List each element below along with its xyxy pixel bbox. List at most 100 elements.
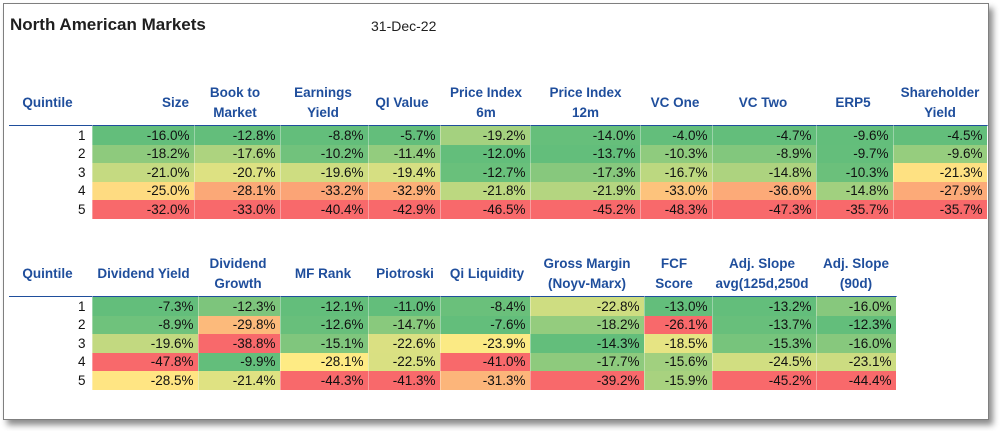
t1-cell: -35.7%: [893, 200, 988, 219]
t2-cell: -44.4%: [816, 371, 897, 390]
t1-cell: -19.2%: [440, 125, 531, 145]
t2-header-dividend-yield: Dividend Yield: [97, 266, 190, 281]
quintile-label: 1: [9, 296, 93, 316]
t2-header-fcf-score: FCF Score: [655, 256, 693, 291]
t1-cell: -47.3%: [712, 200, 817, 219]
t2-cell: -21.4%: [198, 371, 281, 390]
t1-row-5: 5 -32.0% -33.0% -40.4% -42.9% -46.5% -45.2% -48…: [9, 200, 988, 219]
t2-cell: -22.6%: [368, 334, 441, 353]
quintile-label: 2: [9, 144, 93, 163]
t2-cell: -15.6%: [644, 352, 713, 371]
t1-cell: -21.9%: [530, 181, 641, 200]
t2-cell: -12.3%: [816, 315, 897, 334]
t1-cell: -32.0%: [92, 200, 195, 219]
t1-cell: -16.7%: [640, 163, 713, 182]
t2-cell: -23.9%: [440, 334, 531, 353]
t2-cell: -29.8%: [198, 315, 281, 334]
quintile-label: 4: [9, 352, 93, 371]
t1-header-earnings-yield: Earnings Yield: [294, 85, 352, 120]
quintile-table-2: 1 -7.3% -12.3% -12.1% -11.0% -8.4% -22.8% -13.0…: [9, 296, 897, 390]
t2-row-2: 2 -8.9% -29.8% -12.6% -14.7% -7.6% -18.2% -26.1…: [9, 315, 897, 334]
quintile-label: 4: [9, 181, 93, 200]
t2-cell: -28.5%: [92, 371, 199, 390]
t2-cell: -24.5%: [712, 352, 817, 371]
t2-cell: -15.9%: [644, 371, 713, 390]
t1-cell: -5.7%: [368, 125, 441, 145]
t2-cell: -47.8%: [92, 352, 199, 371]
t2-cell: -14.3%: [530, 334, 645, 353]
t2-header-piotroski: Piotroski: [376, 266, 434, 281]
t2-cell: -41.3%: [368, 371, 441, 390]
t1-header-qi-value: QI Value: [375, 95, 429, 110]
t2-cell: -8.4%: [440, 296, 531, 316]
t1-cell: -4.7%: [712, 125, 817, 145]
report-frame: North American Markets 31-Dec-22 Quintil…: [3, 3, 989, 420]
t1-cell: -4.5%: [893, 125, 988, 145]
t2-cell: -28.1%: [280, 352, 369, 371]
t1-cell: -21.8%: [440, 181, 531, 200]
t2-cell: -13.7%: [712, 315, 817, 334]
t1-header-vc-one: VC One: [650, 95, 700, 110]
t1-cell: -33.2%: [280, 181, 369, 200]
t2-row-1: 1 -7.3% -12.3% -12.1% -11.0% -8.4% -22.8% -13.0…: [9, 296, 897, 316]
quintile-label: 3: [9, 334, 93, 353]
t2-cell: -39.2%: [530, 371, 645, 390]
t1-cell: -45.2%: [530, 200, 641, 219]
t2-header-qi-liquidity: Qi Liquidity: [449, 266, 525, 281]
t2-header-adj-slope-avg: Adj. Slope avg(125d,250d: [715, 256, 809, 291]
t1-cell: -17.6%: [194, 144, 281, 163]
t1-cell: -9.6%: [893, 144, 988, 163]
t2-cell: -19.6%: [92, 334, 199, 353]
quintile-label: 5: [9, 371, 93, 390]
quintile-label: 1: [9, 125, 93, 145]
t2-cell: -15.1%: [280, 334, 369, 353]
t2-cell: -22.5%: [368, 352, 441, 371]
t1-cell: -10.3%: [816, 163, 894, 182]
t1-cell: -16.0%: [92, 125, 195, 145]
t2-cell: -18.5%: [644, 334, 713, 353]
t2-header-gross-margin: Gross Margin (Noyv-Marx): [543, 256, 631, 291]
t1-cell: -10.2%: [280, 144, 369, 163]
t1-header-book-to-market: Book to Market: [209, 85, 261, 120]
t1-cell: -8.8%: [280, 125, 369, 145]
t2-cell: -31.3%: [440, 371, 531, 390]
t1-cell: -46.5%: [440, 200, 531, 219]
t2-cell: -16.0%: [816, 334, 897, 353]
t1-cell: -21.3%: [893, 163, 988, 182]
t1-header-erp5: ERP5: [835, 95, 871, 110]
t1-row-2: 2 -18.2% -17.6% -10.2% -11.4% -12.0% -13.7% -10…: [9, 144, 988, 163]
t2-header-adj-slope-90d: Adj. Slope (90d): [822, 256, 889, 291]
t1-cell: -9.7%: [816, 144, 894, 163]
t2-cell: -45.2%: [712, 371, 817, 390]
t1-cell: -32.9%: [368, 181, 441, 200]
t1-header-shareholder-yield: Shareholder Yield: [900, 85, 980, 120]
t1-header-size: Size: [161, 95, 189, 110]
t1-cell: -14.8%: [712, 163, 817, 182]
t1-row-1: 1 -16.0% -12.8% -8.8% -5.7% -19.2% -14.0% -4.0%…: [9, 125, 988, 145]
t1-cell: -36.6%: [712, 181, 817, 200]
t1-cell: -35.7%: [816, 200, 894, 219]
t1-row-4: 4 -25.0% -28.1% -33.2% -32.9% -21.8% -21.9% -33…: [9, 181, 988, 200]
t1-cell: -13.7%: [530, 144, 641, 163]
t2-cell: -14.7%: [368, 315, 441, 334]
t1-cell: -10.3%: [640, 144, 713, 163]
t2-cell: -17.7%: [530, 352, 645, 371]
t1-cell: -14.0%: [530, 125, 641, 145]
t1-cell: -19.6%: [280, 163, 369, 182]
t2-cell: -23.1%: [816, 352, 897, 371]
t1-cell: -25.0%: [92, 181, 195, 200]
t1-header-price-index-12m: Price Index 12m: [549, 85, 622, 120]
report-title: North American Markets: [10, 15, 206, 34]
quintile-label: 5: [9, 200, 93, 219]
t1-cell: -12.0%: [440, 144, 531, 163]
t2-cell: -7.3%: [92, 296, 199, 316]
t1-cell: -28.1%: [194, 181, 281, 200]
t1-cell: -17.3%: [530, 163, 641, 182]
t2-row-5: 5 -28.5% -21.4% -44.3% -41.3% -31.3% -39.2% -15…: [9, 371, 897, 390]
t2-cell: -22.8%: [530, 296, 645, 316]
t2-cell: -18.2%: [530, 315, 645, 334]
t2-row-3: 3 -19.6% -38.8% -15.1% -22.6% -23.9% -14.3% -18…: [9, 334, 897, 353]
t2-cell: -9.9%: [198, 352, 281, 371]
t2-cell: -26.1%: [644, 315, 713, 334]
t1-cell: -33.0%: [194, 200, 281, 219]
